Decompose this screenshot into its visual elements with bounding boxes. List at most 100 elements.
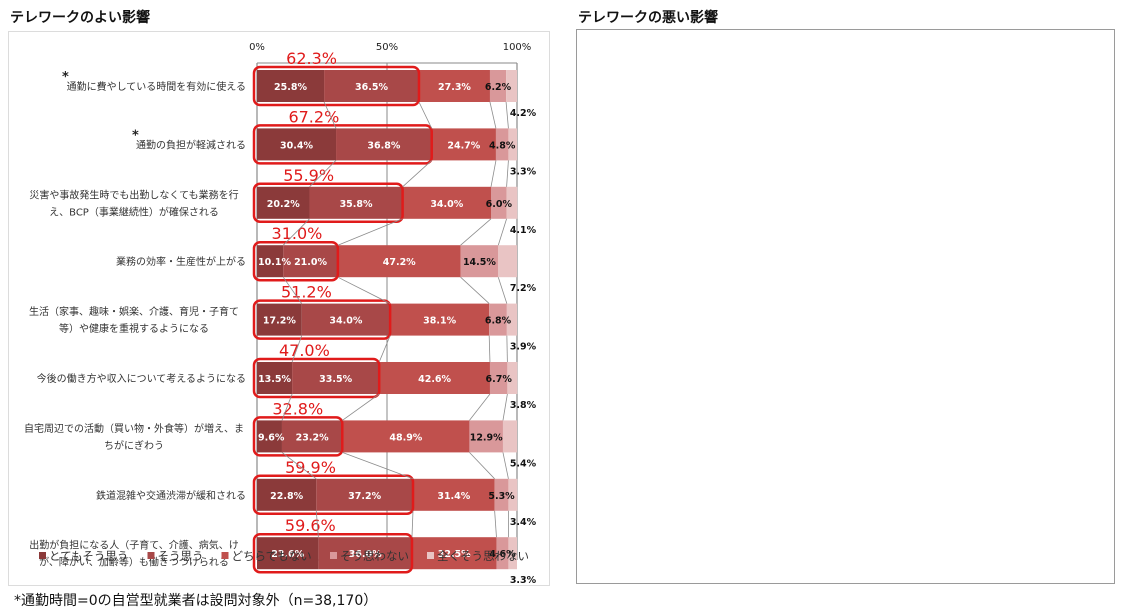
bar-segment: [390, 303, 490, 336]
connector-line: [469, 452, 495, 480]
value-label: 34.0%: [329, 316, 362, 327]
legend-label: とてもそう思う: [49, 549, 128, 563]
positive-total-label: 32.8%: [272, 399, 323, 418]
bar-segment: [257, 420, 282, 453]
value-label: 22.8%: [270, 491, 303, 502]
connector-line: [411, 510, 414, 538]
value-label: 38.1%: [423, 316, 456, 327]
bar-segment: [506, 303, 517, 336]
bar-segment: [507, 362, 518, 394]
bar-segment: [502, 420, 517, 453]
value-label: 17.2%: [263, 316, 296, 327]
bar-segment: [257, 362, 293, 394]
connector-line: [402, 160, 432, 188]
legend-swatch: [330, 552, 337, 559]
bar-segment: [316, 478, 413, 511]
bar-segment: [508, 128, 517, 161]
bar-segment: [498, 245, 517, 278]
bar-segment: [257, 128, 337, 161]
footnote: *通勤時間=0の自営型就業者は設問対象外（n=38,170）: [14, 593, 378, 609]
bar-segment: [489, 303, 507, 336]
bar-row: 25.8% 36.5% 27.3% 6.2% 4.2% 62.3%: [252, 49, 537, 119]
connector-line: [460, 276, 490, 304]
bar-segment: [460, 245, 499, 278]
value-label: 37.2%: [348, 491, 381, 502]
bar-segment: [257, 245, 284, 278]
value-label: 35.8%: [340, 199, 373, 210]
value-label: 10.1%: [258, 257, 291, 268]
bar-segment: [281, 420, 343, 453]
connector-line: [315, 510, 319, 538]
legend-label: そう思わない: [340, 549, 409, 563]
connector-line: [282, 218, 310, 246]
bad-effects-chart-panel: [576, 29, 1115, 584]
bar-segment: [402, 186, 491, 219]
value-label: 24.7%: [447, 140, 480, 151]
connector-line: [460, 218, 492, 246]
value-label: 12.9%: [470, 432, 503, 443]
highlight-box: [252, 240, 340, 282]
connector-line: [309, 160, 337, 188]
positive-total-label: 51.2%: [281, 283, 332, 302]
legend-swatch: [39, 552, 46, 559]
bar-segment: [413, 478, 495, 511]
value-label: 47.2%: [383, 257, 416, 268]
bar-segment: [292, 362, 380, 394]
tick-label: 0%: [249, 42, 265, 53]
value-label: 36.5%: [355, 82, 388, 93]
connector-line: [502, 393, 508, 421]
category-label: 今後の働き方や収入について考えるようになる: [37, 372, 246, 385]
connector-line: [291, 335, 303, 363]
bar-segment: [508, 478, 518, 511]
legend-label: どちらでもない: [232, 549, 312, 563]
highlight-box: [252, 357, 381, 399]
bar-row: 23.6% 36.0% 32.5% 4.6% 3.3% 59.6%: [252, 516, 537, 586]
value-label: 3.9%: [510, 342, 537, 353]
bar-segment: [469, 420, 503, 453]
connector-line: [469, 393, 491, 421]
bar-segment: [257, 70, 325, 102]
bar-row: 22.8% 37.2% 31.4% 5.3% 3.4% 59.9%: [252, 458, 537, 528]
connector-line: [497, 218, 507, 246]
bad-effects-title: テレワークの悪い影響: [578, 10, 718, 26]
value-label: 6.0%: [486, 199, 513, 210]
bar-segment: [491, 186, 507, 219]
legend-swatch: [221, 552, 229, 559]
category-label: 等）や健康を重視するようになる: [59, 322, 209, 335]
connector-line: [505, 101, 509, 129]
connector-line: [494, 510, 497, 538]
category-label: 業務の効率・生産性が上がる: [116, 255, 246, 268]
bar-segment: [342, 420, 470, 453]
bad-effects-chart: [577, 30, 1114, 583]
connector-line: [282, 276, 303, 304]
category-label: 災害や事故発生時でも出勤しなくても業務を行: [29, 188, 238, 201]
connector-line: [337, 218, 403, 246]
positive-total-label: 47.0%: [279, 341, 330, 360]
bar-segment: [337, 245, 461, 278]
bar-segment: [336, 128, 432, 161]
legend-label: そう思う: [158, 549, 204, 563]
bar-segment: [489, 70, 507, 102]
bar-segment: [411, 537, 497, 570]
good-effects-chart: 0% 50% 100% 25.8% 36.5% 27.3% 6.2% 4.2% 62.3% 通勤に…: [24, 42, 537, 586]
value-label: 3.8%: [510, 400, 537, 411]
category-label: 生活（家事、趣味・娯楽、介護、育児・子育て: [29, 305, 239, 318]
value-label: 20.2%: [267, 199, 300, 210]
positive-total-label: 31.0%: [272, 224, 323, 243]
value-label: 5.3%: [488, 491, 515, 502]
value-label: 6.2%: [485, 82, 512, 93]
connector-line: [502, 452, 509, 479]
bar-segment: [309, 186, 403, 219]
tick-label: 100%: [503, 42, 532, 53]
bar-row: 10.1% 21.0% 47.2% 14.5% 7.2% 31.0%: [252, 224, 537, 294]
value-label: 4.2%: [510, 108, 537, 119]
value-label: 14.5%: [463, 257, 496, 268]
connector-line: [506, 160, 509, 187]
category-label: 出勤が負担になる人（子育て、介護、病気、け: [29, 539, 239, 552]
connector-line: [489, 101, 497, 129]
value-label: 4.8%: [489, 140, 516, 151]
value-label: 4.6%: [489, 549, 516, 560]
value-label: 34.0%: [430, 199, 463, 210]
bar-segment: [324, 70, 419, 102]
connector-line: [281, 393, 293, 421]
